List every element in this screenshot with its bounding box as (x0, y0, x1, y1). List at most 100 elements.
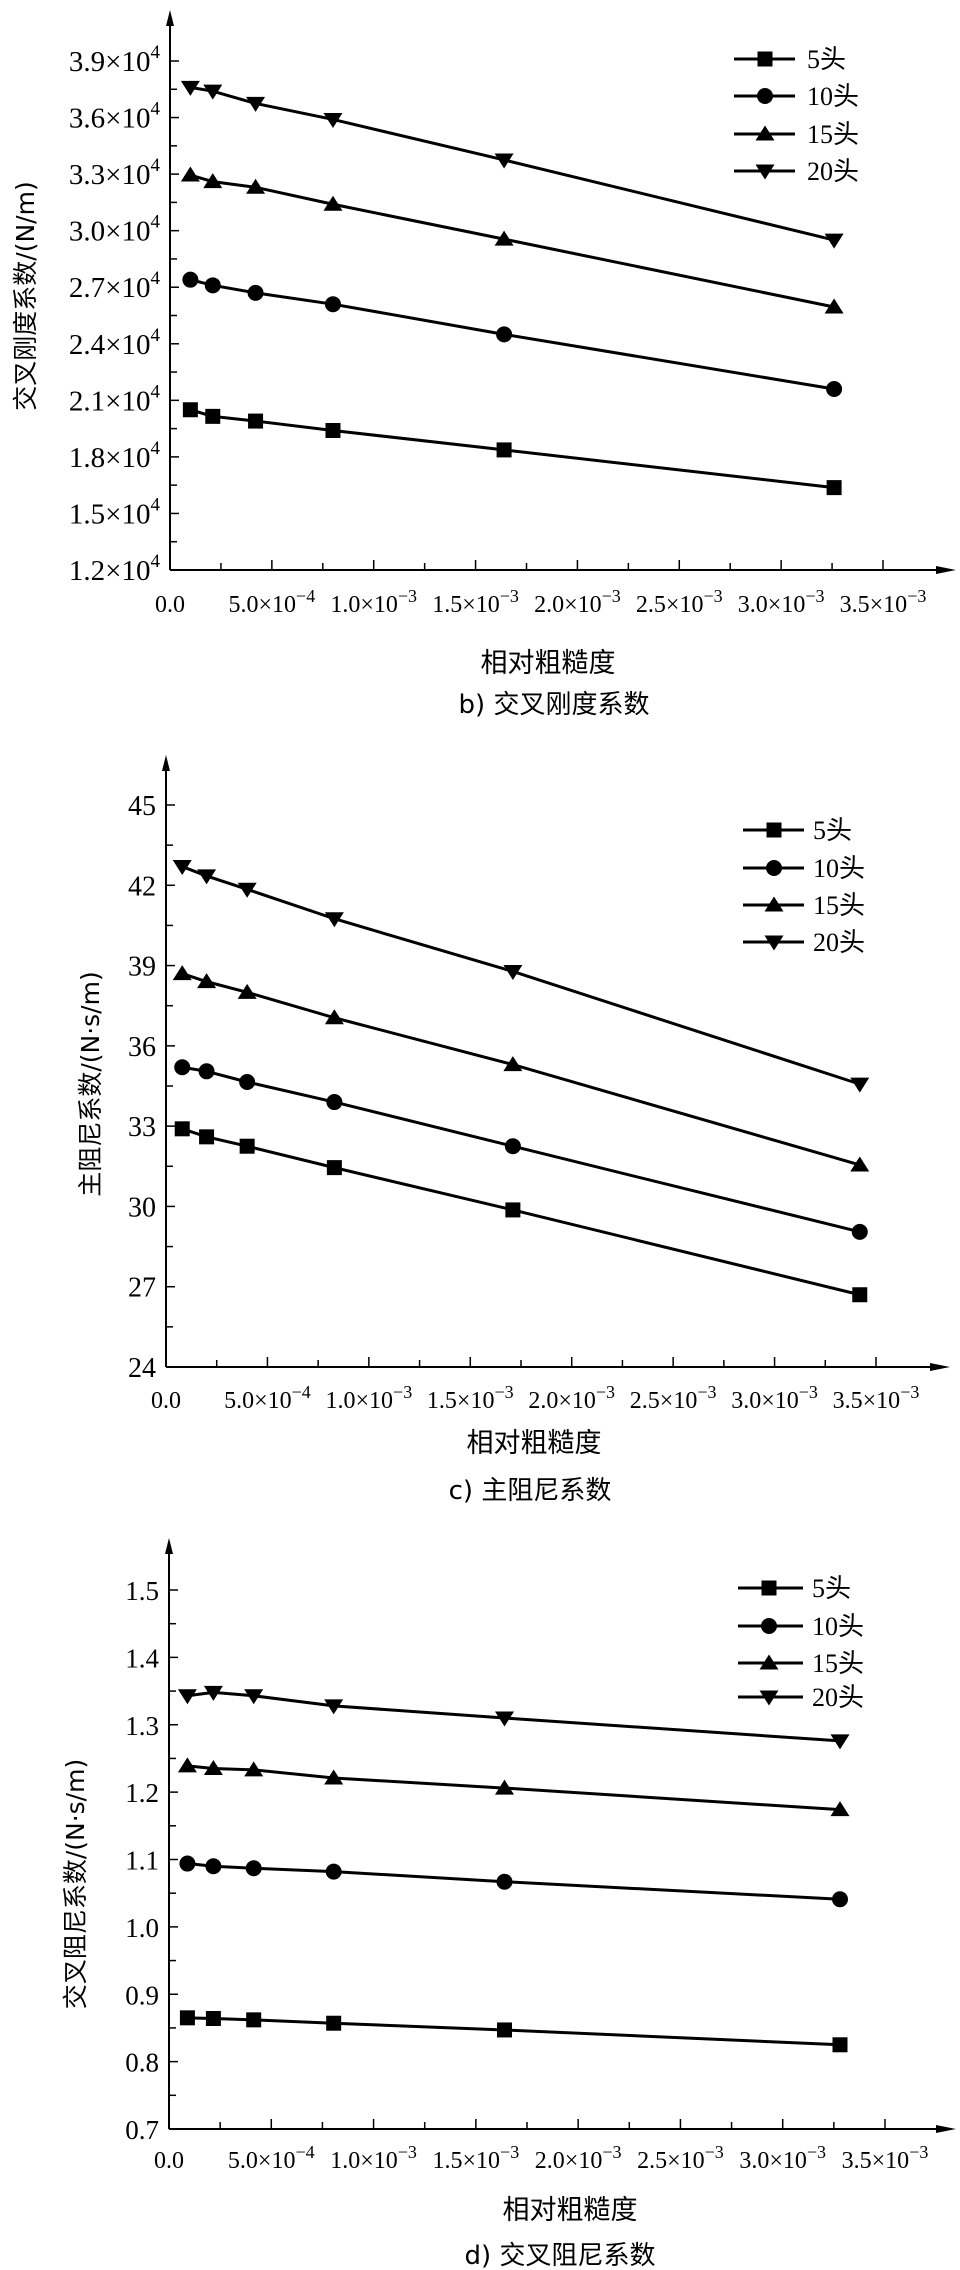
y-tick-label: 3.6×104 (69, 99, 161, 135)
data-point (244, 1689, 264, 1705)
x-tick-label: 5.0×10−4 (224, 1382, 311, 1414)
y-tick-label: 39 (128, 952, 156, 983)
data-point (174, 1121, 190, 1137)
legend-marker (766, 860, 782, 876)
x-tick-label: 1.5×10−3 (432, 586, 519, 618)
data-point (172, 965, 192, 981)
data-point (180, 166, 200, 182)
data-point (326, 1160, 342, 1176)
series-line (187, 1862, 841, 1901)
data-point (852, 1287, 868, 1303)
data-point (180, 80, 200, 96)
data-point (826, 480, 842, 496)
data-point (204, 277, 221, 294)
y-tick-label: 3.3×104 (69, 155, 161, 191)
data-point (177, 1689, 197, 1705)
x-tick-label: 2.0×10−3 (535, 2142, 622, 2174)
legend-marker (759, 1654, 779, 1670)
data-point (325, 1863, 342, 1880)
y-axis-arrow (162, 755, 170, 771)
y-axis-title: 交叉阻尼系数/(N·s/m) (61, 1759, 90, 2009)
y-tick-label: 2.1×104 (69, 381, 161, 417)
y-tick-label: 2.7×104 (69, 268, 161, 304)
data-point (203, 84, 223, 100)
series-line (181, 865, 861, 1086)
data-point (199, 1129, 215, 1145)
data-point (503, 1056, 523, 1072)
data-point (824, 298, 844, 314)
data-point (247, 284, 264, 301)
legend-marker (759, 1690, 779, 1706)
y-tick-label: 1.5×104 (69, 494, 161, 530)
legend-marker (755, 125, 775, 141)
x-tick-label: 2.0×10−3 (534, 586, 621, 618)
data-point (203, 1760, 223, 1776)
data-point (205, 408, 221, 424)
chart-main-damping: 主阻尼系数/(N·s/m) 相对粗糙度 c) 主阻尼系数 0.0 5.0×10−4… (76, 755, 950, 1506)
legend-label: 15头 (813, 891, 865, 920)
series-5头 (179, 2010, 848, 2053)
y-tick-label: 0.9 (125, 1980, 159, 2010)
y-tick-label: 30 (128, 1192, 156, 1223)
legend-label: 20头 (813, 928, 865, 957)
data-point (323, 112, 343, 128)
y-tick-label: 1.3 (125, 1711, 159, 1741)
data-point (197, 973, 217, 989)
data-point (172, 860, 192, 876)
data-point (824, 233, 844, 249)
data-point (832, 2037, 848, 2053)
chart-caption: b) 交叉刚度系数 (459, 690, 650, 720)
data-point (237, 983, 257, 999)
legend-marker (764, 896, 784, 912)
series-line (187, 2016, 841, 2047)
y-tick-label: 3.0×104 (69, 212, 161, 248)
data-point (203, 1685, 223, 1701)
data-point (830, 1734, 850, 1750)
data-point (326, 1094, 343, 1111)
series-10头 (182, 271, 843, 398)
data-point (831, 1891, 848, 1908)
data-point (496, 442, 512, 458)
series-line (190, 278, 835, 391)
y-tick-label: 1.0 (125, 1913, 159, 1943)
series-line (181, 1127, 861, 1297)
x-tick-label: 5.0×10−4 (229, 586, 316, 618)
legend-label: 5头 (812, 1574, 851, 1603)
legend-label: 15头 (807, 120, 859, 149)
x-tick-label: 1.0×10−3 (326, 1382, 413, 1414)
series-15头 (180, 166, 844, 314)
x-tick-label: 5.0×10−4 (228, 2142, 315, 2174)
data-point (504, 1138, 521, 1155)
series-line (190, 85, 835, 242)
data-point (850, 1156, 870, 1172)
data-point (244, 1761, 264, 1777)
x-axis-title: 相对粗糙度 (467, 1428, 602, 1459)
x-tick-label: 2.5×10−3 (636, 586, 723, 618)
data-point (246, 178, 266, 194)
y-tick-label: 24 (128, 1353, 156, 1384)
legend-label: 5头 (807, 45, 846, 74)
data-point (182, 271, 199, 288)
y-axis-title: 交叉刚度系数/(N/m) (11, 181, 40, 410)
data-point (496, 326, 513, 343)
chart-caption: d) 交叉阻尼系数 (465, 2241, 656, 2270)
data-point (245, 1860, 262, 1877)
data-point (851, 1223, 868, 1240)
data-point (197, 869, 217, 885)
chart-cross-damping: 交叉阻尼系数/(N·s/m) 相对粗糙度 d) 交叉阻尼系数 0.0 5.0×10… (61, 1538, 956, 2270)
data-point (324, 1699, 344, 1715)
data-point (324, 1009, 344, 1025)
data-point (326, 2015, 342, 2031)
data-point (826, 381, 843, 398)
y-tick-label: 3.9×104 (69, 42, 161, 78)
legend-marker (757, 51, 773, 67)
x-tick-label: 0.0 (154, 2148, 184, 2174)
data-point (239, 1138, 255, 1154)
x-tick-label: 2.5×10−3 (637, 2142, 724, 2174)
y-tick-label: 1.5 (125, 1576, 159, 1606)
legend-marker (761, 1580, 777, 1596)
y-tick-label: 33 (128, 1112, 156, 1143)
legend-label: 10头 (812, 1612, 864, 1641)
y-tick-label: 45 (128, 791, 156, 822)
